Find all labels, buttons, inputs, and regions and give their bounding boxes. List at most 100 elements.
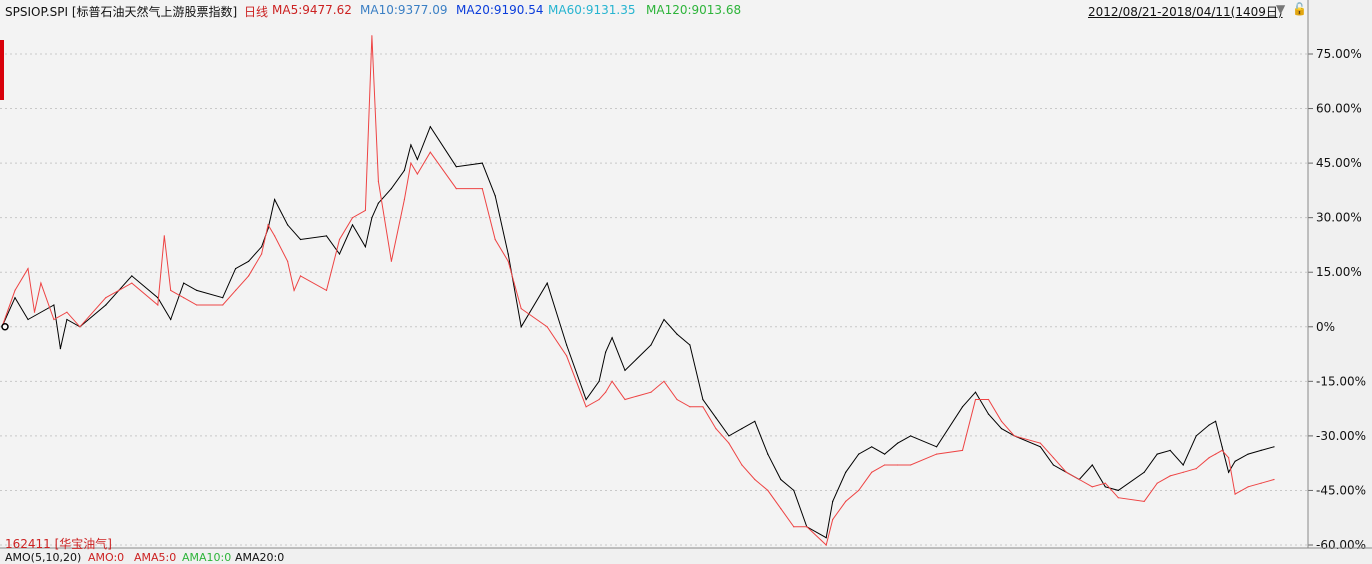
selection-bar [0, 40, 4, 100]
data-point [1234, 460, 1236, 462]
data-point [183, 282, 185, 284]
data-point [566, 344, 568, 346]
data-point [689, 344, 691, 346]
data-point [1182, 471, 1184, 473]
data-point [1000, 428, 1003, 430]
data-point [598, 380, 600, 382]
y-tick-label: 15.00% [1316, 265, 1362, 279]
ma10-label: MA10:9377.09 [360, 3, 448, 17]
data-point [1156, 453, 1158, 455]
data-point [364, 246, 366, 248]
data-point [1273, 478, 1275, 481]
data-point [936, 453, 938, 455]
data-point [1169, 449, 1171, 451]
compare-label: 162411 [华宝油气] [5, 537, 112, 551]
data-point [825, 537, 827, 539]
data-point [987, 398, 990, 401]
data-point [1182, 464, 1184, 466]
start-marker [1, 323, 9, 331]
data-point [1228, 457, 1230, 459]
data-point [1221, 449, 1223, 451]
data-point [371, 35, 373, 37]
data-point [403, 169, 405, 171]
data-point [1091, 486, 1093, 488]
data-point [261, 246, 263, 248]
data-point [299, 238, 302, 241]
data-point [27, 318, 29, 321]
data-point [481, 162, 483, 164]
data-point [105, 304, 107, 306]
data-point [1247, 486, 1249, 488]
data-point [351, 217, 354, 219]
data-point [1260, 482, 1262, 484]
data-point [377, 180, 379, 182]
data-point [1117, 489, 1119, 491]
data-point [66, 318, 68, 321]
data-point [59, 348, 62, 350]
amo-value: AMO:0 [88, 551, 125, 564]
data-point [689, 406, 691, 408]
data-point [163, 235, 165, 237]
data-point [624, 398, 626, 401]
data-point [274, 198, 276, 201]
y-tick-label: 75.00% [1316, 47, 1362, 61]
data-point [910, 464, 912, 466]
data-point [897, 442, 899, 444]
ama20-value: AMA20:0 [235, 551, 285, 564]
data-point [728, 435, 730, 437]
data-point [235, 268, 237, 270]
data-point [1091, 464, 1093, 466]
data-point [961, 406, 964, 408]
dropdown-arrow-icon[interactable]: ▼ [1276, 2, 1286, 16]
data-point [754, 478, 756, 481]
data-point [157, 304, 159, 306]
data-point [825, 544, 827, 546]
amo-title: AMO(5,10,20) [5, 551, 82, 564]
data-point [170, 289, 172, 291]
data-point [416, 173, 418, 175]
data-point [858, 489, 860, 491]
data-point [170, 318, 172, 321]
data-point [371, 217, 373, 219]
data-point [267, 224, 269, 226]
y-tick-label: -30.00% [1316, 429, 1366, 443]
data-point [1221, 446, 1223, 448]
data-point [611, 380, 613, 382]
data-point [1143, 500, 1145, 502]
data-point [287, 260, 289, 262]
data-point [507, 260, 509, 262]
data-point [338, 238, 341, 241]
data-point [1052, 457, 1054, 459]
data-point [741, 428, 743, 430]
y-tick-label: -60.00% [1316, 538, 1366, 552]
y-tick-label: 45.00% [1316, 156, 1362, 170]
period-label[interactable]: 日线 [244, 5, 269, 19]
data-point [546, 282, 548, 284]
data-point [1169, 475, 1171, 477]
data-point [131, 282, 133, 284]
data-point [754, 420, 756, 422]
data-point [390, 260, 392, 262]
data-point [299, 275, 302, 277]
lock-icon[interactable]: 🔓 [1292, 2, 1307, 16]
series-layer [1, 35, 1275, 546]
data-point [1215, 453, 1217, 455]
ma20-label: MA20:9190.54 [456, 3, 544, 17]
data-point [325, 289, 328, 291]
data-point [248, 275, 250, 277]
data-point [14, 289, 16, 291]
data-point [1104, 486, 1106, 488]
y-axis: 75.00% 60.00% 45.00% 30.00% 15.00% 0% -15.00% -… [1308, 47, 1366, 552]
data-point [105, 297, 107, 299]
date-range[interactable]: 2012/08/21-2018/04/11(1409日) [1088, 5, 1283, 19]
data-point [429, 151, 431, 153]
data-point [79, 326, 81, 328]
data-point [390, 188, 392, 190]
data-point [455, 166, 457, 168]
data-point [14, 297, 16, 299]
data-point [663, 318, 665, 321]
data-point [605, 351, 607, 353]
data-point [702, 398, 704, 401]
data-point [585, 398, 587, 401]
